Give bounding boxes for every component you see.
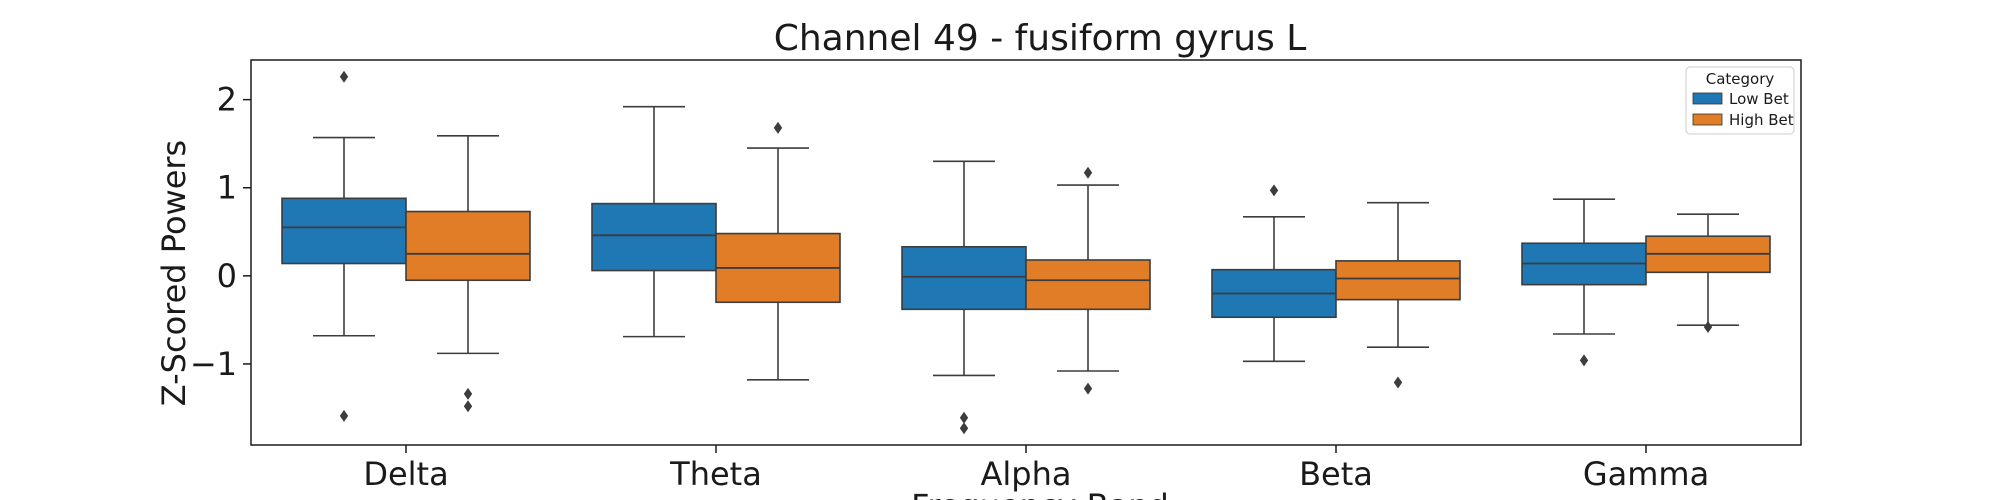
y-tick-label: 0 (217, 257, 237, 295)
outlier-point-high-bet (773, 121, 783, 134)
legend-label-high-bet: High Bet (1729, 111, 1794, 129)
outlier-point-high-bet (463, 387, 473, 400)
box-low-bet (591, 202, 717, 272)
outlier-point-low-bet (959, 422, 969, 435)
outlier-point-high-bet (463, 400, 473, 413)
legend: Category Low Bet High Bet (1685, 66, 1795, 135)
outlier-point-low-bet (1579, 354, 1589, 367)
x-tick-label: Delta (363, 455, 448, 493)
outlier-point-high-bet (1393, 376, 1403, 389)
chart-title: Channel 49 - fusiform gyrus L (774, 18, 1307, 59)
x-tick-label: Alpha (981, 455, 1072, 493)
box-high-bet (1335, 260, 1461, 301)
outlier-point-high-bet (1083, 382, 1093, 395)
legend-label-low-bet: Low Bet (1729, 90, 1789, 108)
box-low-bet (281, 197, 407, 265)
box-high-bet (405, 210, 531, 282)
x-tick-label: Beta (1299, 455, 1373, 493)
y-tick-label: 2 (217, 81, 237, 119)
x-tick-label: Gamma (1583, 455, 1709, 493)
plot-area: −1 0 1 2 Delta Theta Alpha Beta Gamma (190, 70, 1771, 493)
box-high-bet (1025, 259, 1151, 311)
y-tick-label: 1 (217, 169, 237, 207)
outlier-point-low-bet (959, 411, 969, 424)
plot-frame (250, 59, 1802, 446)
y-axis-label: Z-Scored Powers (155, 140, 193, 406)
y-tick-label: −1 (190, 345, 237, 383)
legend-swatch-high-bet (1692, 113, 1723, 126)
x-axis-label: Frequency Band (911, 487, 1169, 500)
outlier-point-low-bet (1269, 184, 1279, 197)
outlier-point-high-bet (1703, 320, 1713, 333)
legend-title: Category (1706, 70, 1775, 88)
outlier-point-high-bet (1083, 166, 1093, 179)
outlier-point-low-bet (339, 70, 349, 83)
box-low-bet (901, 245, 1027, 311)
x-tick-label: Theta (669, 455, 762, 493)
outlier-point-low-bet (339, 409, 349, 422)
legend-swatch-low-bet (1692, 92, 1723, 105)
